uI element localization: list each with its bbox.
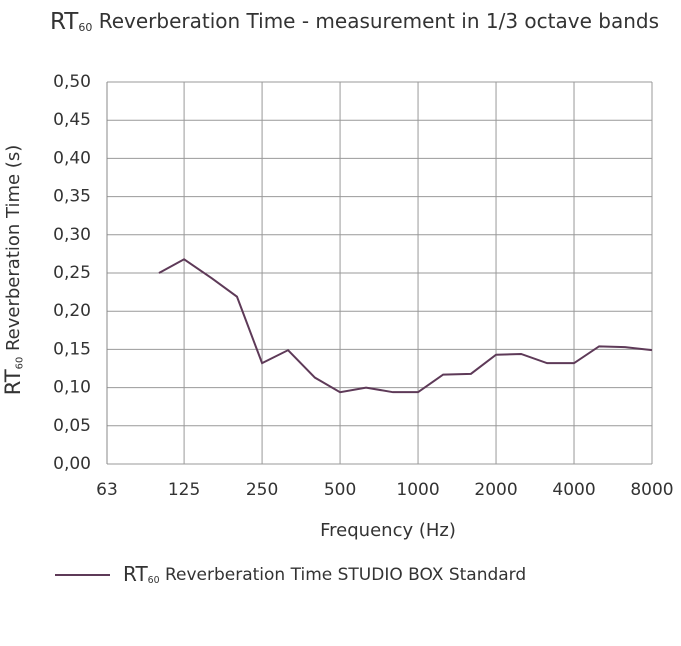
y-tick-label: 0,30 (53, 225, 91, 245)
legend-label: RT60 Reverberation Time STUDIO BOX Stand… (123, 562, 526, 586)
legend-label-part: Reverberation Time STUDIO BOX Standard (160, 565, 527, 585)
y-tick-label: 0,00 (53, 454, 91, 474)
legend-label-sub: 60 (148, 575, 160, 586)
y-tick-label: 0,20 (53, 301, 91, 321)
y-tick-label: 0,25 (53, 263, 91, 283)
x-tick-label: 1000 (396, 480, 439, 500)
x-tick-label: 250 (246, 480, 278, 500)
chart-title-part: Reverberation Time - measurement in 1/3 … (92, 9, 659, 33)
y-axis-label-part: RT (1, 369, 25, 395)
y-tick-label: 0,05 (53, 416, 91, 436)
y-tick-label: 0,10 (53, 378, 91, 398)
chart-title: RT60 Reverberation Time - measurement in… (50, 9, 659, 35)
x-tick-label: 4000 (552, 480, 595, 500)
y-tick-label: 0,45 (53, 110, 91, 130)
chart-title-part: RT (50, 9, 79, 35)
y-tick-label: 0,15 (53, 339, 91, 359)
y-axis-label-sub: 60 (14, 357, 25, 370)
y-axis-label: RT60 Reverberation Time (s) (1, 145, 25, 395)
y-tick-label: 0,50 (53, 72, 91, 92)
x-tick-label: 125 (168, 480, 200, 500)
x-tick-label: 2000 (474, 480, 517, 500)
y-axis-label-part: Reverberation Time (s) (3, 145, 24, 357)
x-tick-label: 500 (324, 480, 356, 500)
y-tick-label: 0,35 (53, 187, 91, 207)
chart-title-sub: 60 (78, 21, 92, 34)
legend-label-part: RT (123, 562, 148, 586)
x-tick-label: 63 (96, 480, 118, 500)
x-axis-label: Frequency (Hz) (320, 520, 456, 541)
x-tick-label: 8000 (630, 480, 673, 500)
y-tick-label: 0,40 (53, 148, 91, 168)
series-line (158, 258, 653, 394)
